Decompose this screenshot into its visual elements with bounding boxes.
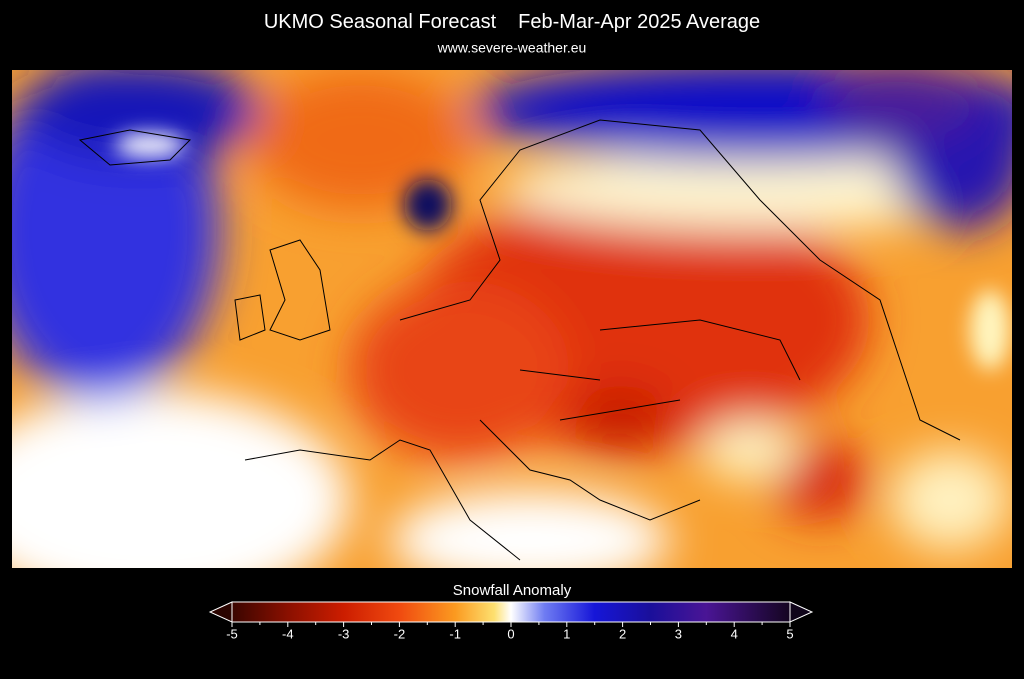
- colorbar-label: Snowfall Anomaly: [453, 582, 572, 599]
- colorbar: -5 -4 -3 -2 -1 0 1 2 3 4 5: [208, 601, 814, 641]
- colorbar-min-extend: [208, 601, 233, 623]
- colorbar-tick-label: 4: [731, 626, 738, 641]
- colorbar-tick-label: 3: [675, 626, 682, 641]
- colorbar-tick-label: 5: [786, 626, 793, 641]
- colorbar-tick-label: -4: [282, 626, 294, 641]
- colorbar-tick-label: 0: [507, 626, 514, 641]
- colorbar-tick-label: -5: [226, 626, 238, 641]
- colorbar-tick-label: 1: [563, 626, 570, 641]
- title: UKMO Seasonal Forecast Feb-Mar-Apr 2025 A…: [264, 11, 760, 33]
- subtitle: www.severe-weather.eu: [437, 40, 587, 56]
- colorbar-max-extend: [789, 601, 814, 623]
- colorbar-tick-label: 2: [619, 626, 626, 641]
- colorbar-tick-label: -3: [338, 626, 350, 641]
- colorbar-tick-label: -1: [449, 626, 461, 641]
- coastlines: [78, 119, 961, 561]
- colorbar-tick-label: -2: [394, 626, 406, 641]
- colorbar-ramp: [231, 601, 791, 623]
- title-period: Feb-Mar-Apr 2025 Average: [518, 11, 760, 33]
- map: [12, 70, 1012, 568]
- title-main: UKMO Seasonal Forecast: [264, 11, 497, 33]
